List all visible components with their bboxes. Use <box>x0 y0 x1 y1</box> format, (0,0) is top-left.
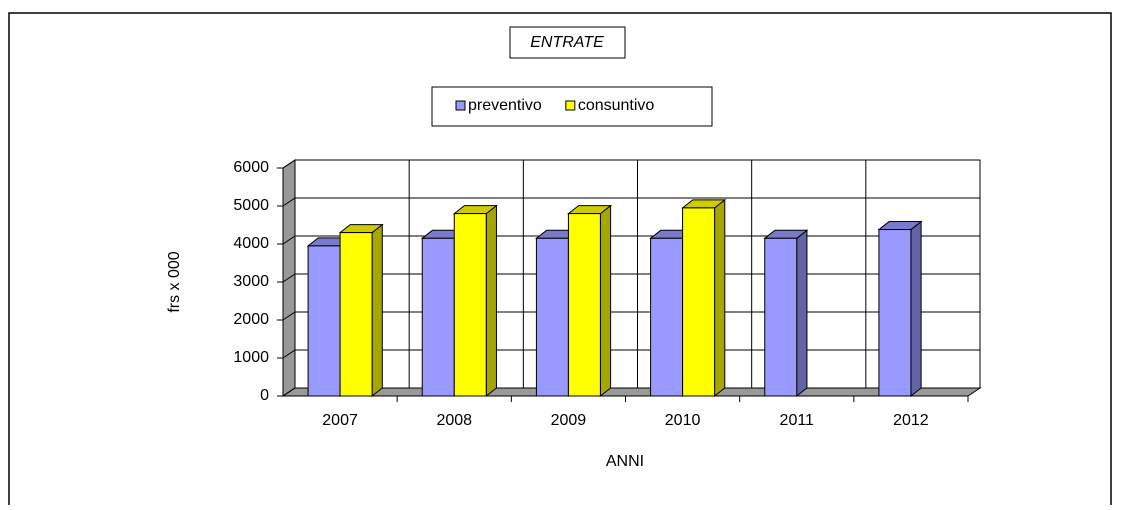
legend-label: consuntivo <box>578 97 655 114</box>
x-tick-label: 2009 <box>551 412 587 429</box>
x-tick-label: 2011 <box>780 412 815 429</box>
y-tick-label: 1000 <box>233 349 269 366</box>
grid-line <box>282 273 980 283</box>
x-tick-label: 2012 <box>893 412 929 429</box>
bar <box>535 237 569 397</box>
grid-line <box>282 349 980 359</box>
bar-side <box>796 229 808 398</box>
chart-title: ENTRATE <box>530 34 604 51</box>
y-tick-label: 6000 <box>233 159 269 176</box>
bar <box>567 213 601 397</box>
x-tick-label: 2010 <box>665 412 701 429</box>
bar <box>307 245 341 397</box>
grid-line <box>282 159 980 169</box>
bar <box>764 237 798 397</box>
grid-line <box>282 197 980 207</box>
floor <box>281 387 982 397</box>
bar <box>453 213 487 397</box>
y-tick-label: 2000 <box>233 311 269 328</box>
title-box <box>509 26 626 59</box>
grid-line <box>282 387 980 397</box>
bar-side <box>371 223 383 398</box>
x-tick-label: 2007 <box>322 412 358 429</box>
legend-swatch <box>455 100 466 111</box>
frame <box>8 12 1112 505</box>
bar <box>878 229 912 397</box>
grid-line <box>282 235 980 245</box>
y-tick-label: 4000 <box>233 235 269 252</box>
legend-swatch <box>565 100 576 111</box>
x-tick-label: 2008 <box>436 412 472 429</box>
bar <box>650 237 684 397</box>
bar-side <box>714 198 726 398</box>
y-tick-label: 5000 <box>233 197 269 214</box>
x-axis-label: ANNI <box>606 453 644 470</box>
bar-side <box>599 204 612 398</box>
bar-side <box>910 220 922 398</box>
bar-side <box>485 204 497 398</box>
bar <box>339 232 373 397</box>
y-tick-label: 0 <box>260 387 269 404</box>
y-tick-label: 3000 <box>233 273 269 290</box>
legend-label: preventivo <box>468 97 542 114</box>
grid-line <box>282 311 980 321</box>
bar <box>421 237 455 397</box>
y-axis-label: frs x 000 <box>166 251 183 312</box>
bar <box>682 207 716 397</box>
